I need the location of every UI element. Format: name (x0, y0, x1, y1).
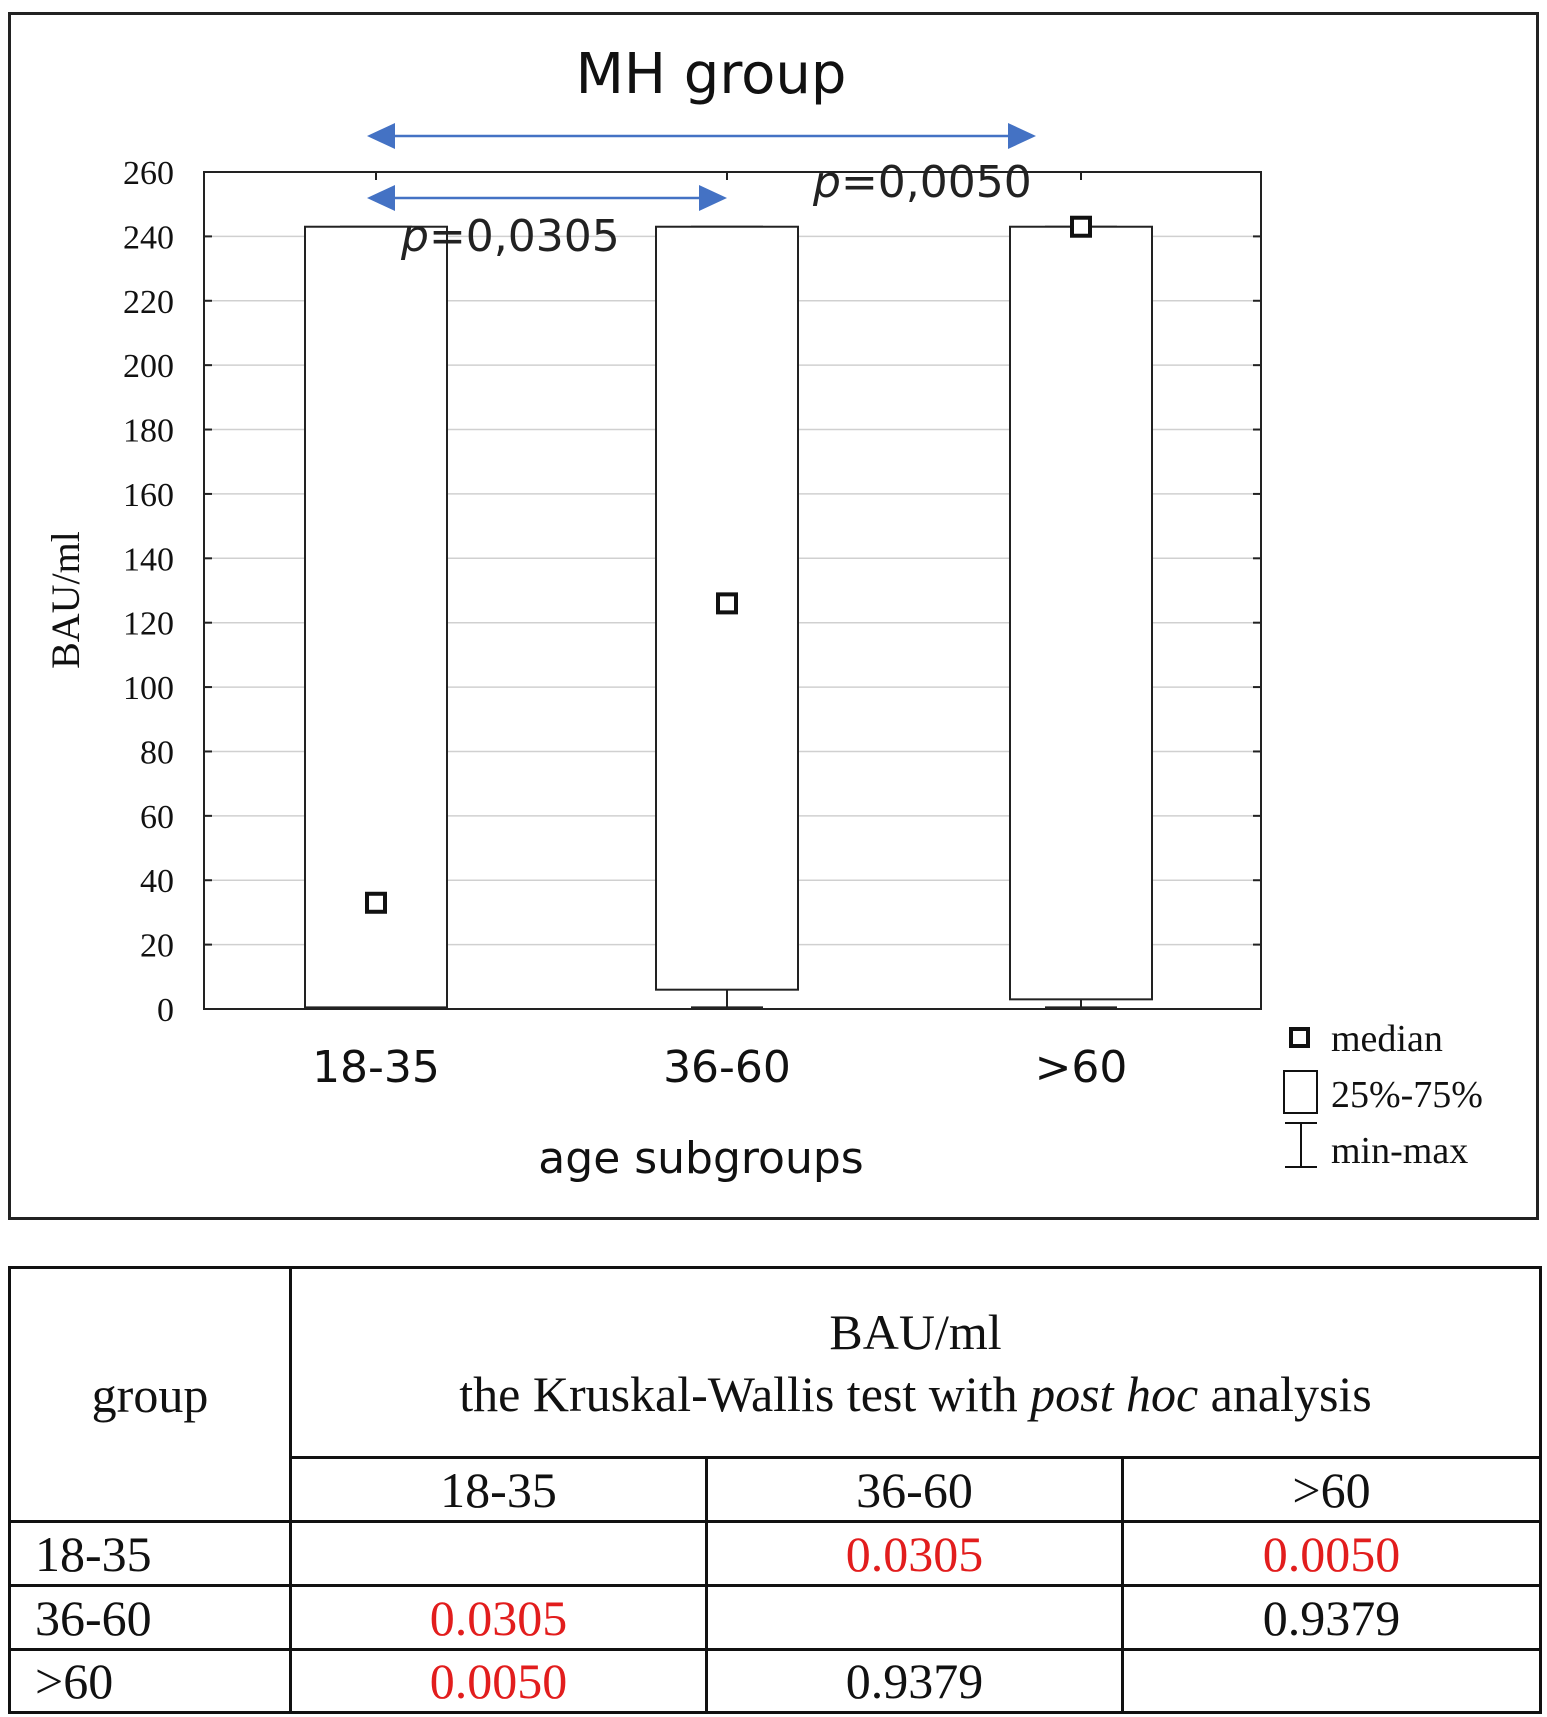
title-em: post hoc (1030, 1365, 1199, 1422)
p-value-label-1: p=0,0305 (400, 211, 620, 262)
legend-label: 25%-75% (1331, 1074, 1483, 1116)
y-tick-label: 120 (123, 606, 174, 643)
x-tick-label: 18-35 (312, 1042, 440, 1093)
arrow-18-35-to-over-60-head-right (1008, 123, 1036, 149)
legend-median-marker (1289, 1027, 1310, 1048)
arrow-18-35-to-over-60-head-left (367, 123, 395, 149)
y-axis-label: BAU/ml (43, 531, 88, 669)
iqr-box (304, 225, 448, 1009)
plot-area (203, 171, 1262, 1010)
table-cell (705, 1584, 1124, 1651)
title-post: analysis (1198, 1365, 1372, 1422)
posthoc-table: group BAU/ml the Kruskal-Wallis test wit… (8, 1266, 1543, 1714)
legend-box-marker (1283, 1070, 1318, 1114)
x-tick-label: >60 (1035, 1042, 1128, 1093)
table-cell: 0.0305 (705, 1520, 1124, 1587)
table-cell: 0.0050 (1120, 1520, 1543, 1587)
chart-frame: 0 20 40 60 80 100 120 140 160 180 200 220 240 260 18-3… (8, 12, 1539, 1220)
table-cell: 0.9379 (1120, 1584, 1543, 1651)
table-row: 36-60 0.0305 0.9379 (8, 1584, 1543, 1651)
median-marker (1070, 215, 1092, 238)
table-cell (289, 1520, 708, 1587)
box-plot: 0 20 40 60 80 100 120 140 160 180 200 220 240 260 18-3… (43, 42, 1483, 1184)
table-title: BAU/ml the Kruskal-Wallis test with post… (288, 1266, 1543, 1459)
y-tick-label: 240 (123, 219, 174, 256)
table-row: 18-35 0.0305 0.0050 (8, 1520, 1543, 1587)
chart-title: MH group (576, 42, 847, 107)
title-pre: the Kruskal-Wallis test with (459, 1365, 1031, 1422)
table-cell: 0.0050 (289, 1648, 708, 1714)
y-tick-label: 100 (123, 670, 174, 707)
row-label: >60 (8, 1648, 292, 1714)
table-cell (1120, 1648, 1543, 1714)
iqr-box (1009, 225, 1153, 1001)
legend-label: median (1331, 1018, 1443, 1060)
table-title-line1: BAU/ml (829, 1303, 1002, 1360)
group-header: group (8, 1266, 292, 1523)
results-table: group BAU/ml the Kruskal-Wallis test wit… (8, 1266, 1543, 1714)
table-row: >60 0.0050 0.9379 (8, 1648, 1543, 1714)
y-tick-label: 260 (123, 155, 174, 192)
column-header: >60 (1120, 1456, 1543, 1523)
x-tick-label: 36-60 (663, 1042, 791, 1093)
p-value-label-2-value: =0,0050 (841, 157, 1032, 208)
arrow-18-35-to-36-60-head-right (699, 185, 727, 211)
y-tick-label: 160 (123, 477, 174, 514)
y-tick-label: 60 (140, 799, 174, 836)
median-marker (716, 592, 738, 615)
y-tick-label: 80 (140, 734, 174, 771)
y-tick-label: 220 (123, 284, 174, 321)
p-value-label-1-p: p (400, 211, 429, 262)
p-value-label-2: p=0,0050 (812, 157, 1032, 208)
median-marker (365, 891, 387, 914)
y-tick-label: 0 (157, 992, 174, 1029)
y-tick-label: 200 (123, 348, 174, 385)
legend-label: min-max (1331, 1130, 1468, 1172)
table-cell: 0.9379 (705, 1648, 1124, 1714)
y-tick-label: 140 (123, 541, 174, 578)
column-header: 36-60 (705, 1456, 1124, 1523)
x-axis-label: age subgroups (538, 1133, 863, 1184)
table-cell: 0.0305 (289, 1584, 708, 1651)
p-value-label-1-value: =0,0305 (429, 211, 620, 262)
table-title-line2: the Kruskal-Wallis test with post hoc an… (300, 1363, 1531, 1425)
column-header: 18-35 (289, 1456, 708, 1523)
row-label: 18-35 (8, 1520, 292, 1587)
y-tick-label: 180 (123, 413, 174, 450)
row-label: 36-60 (8, 1584, 292, 1651)
y-tick-label: 40 (140, 863, 174, 900)
arrow-18-35-to-36-60-head-left (367, 185, 395, 211)
y-tick-label: 20 (140, 928, 174, 965)
p-value-label-2-p: p (812, 157, 841, 208)
